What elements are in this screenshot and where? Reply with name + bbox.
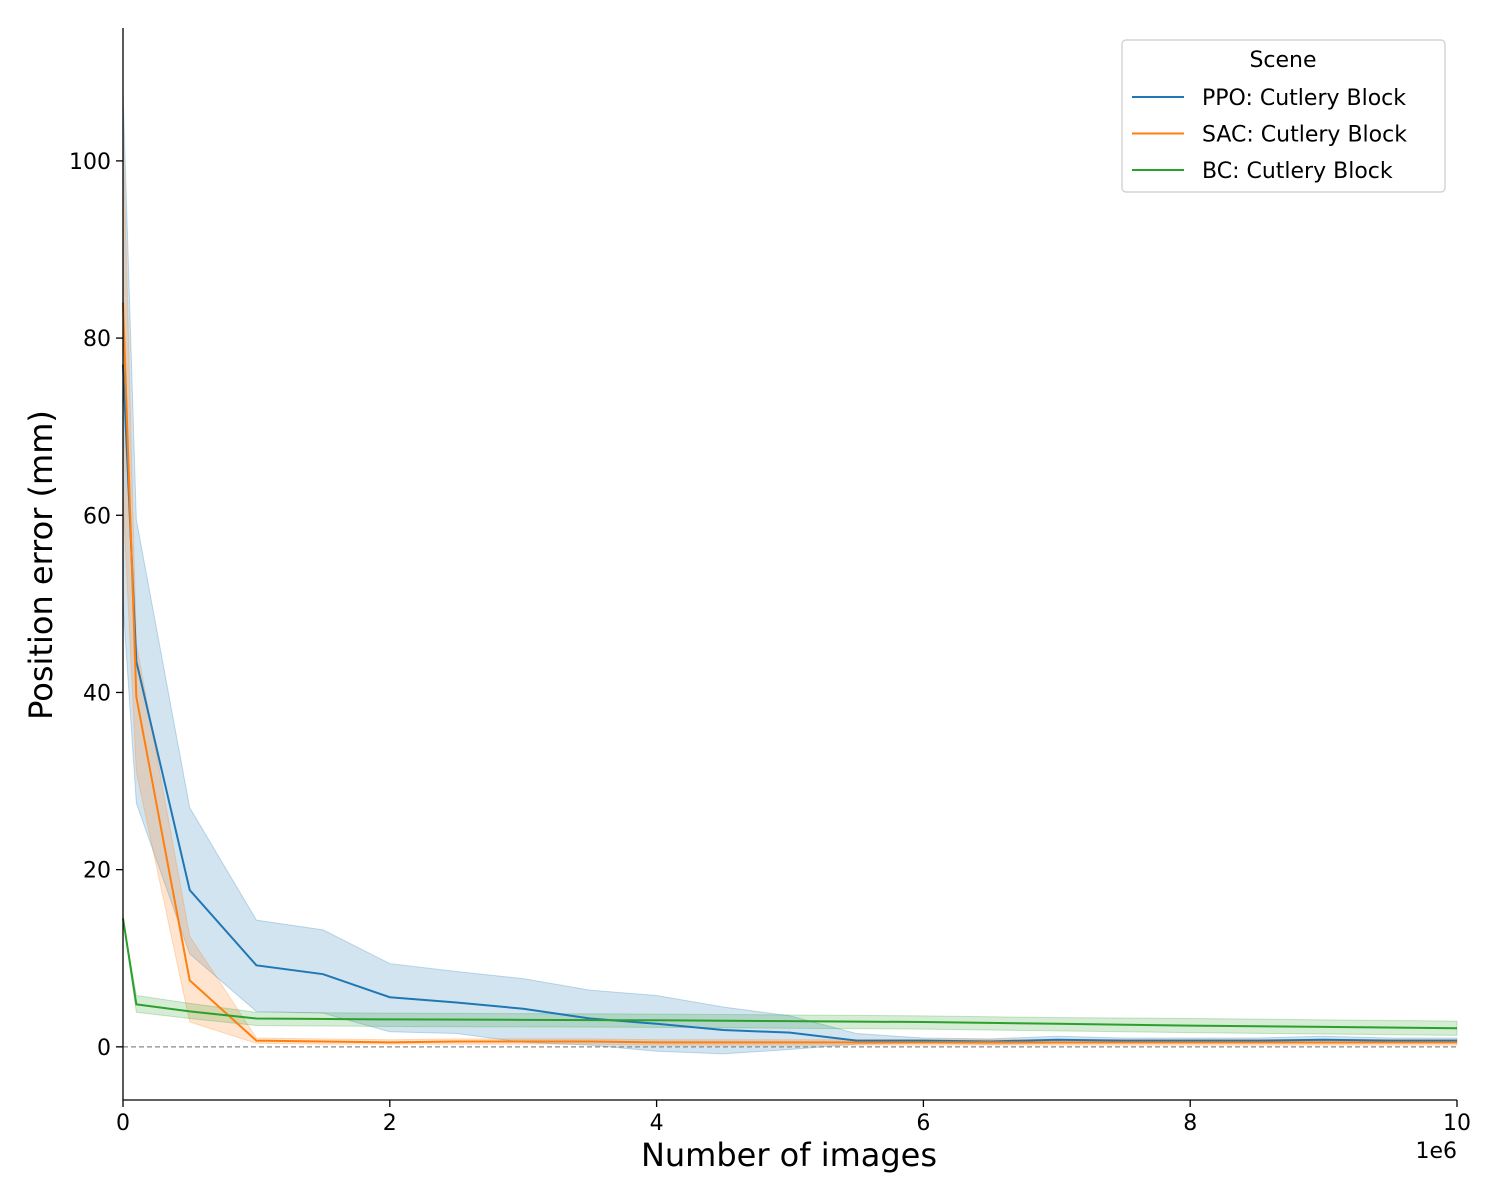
x-tick-label: 0	[116, 1111, 130, 1136]
y-tick-label: 20	[83, 859, 111, 884]
legend: Scene PPO: Cutlery Block SAC: Cutlery Blo…	[1121, 39, 1446, 193]
y-tick-label: 0	[97, 1036, 111, 1061]
x-tick-label: 10	[1443, 1111, 1471, 1136]
y-tick-label: 100	[69, 150, 111, 175]
legend-label-sac: SAC: Cutlery Block	[1202, 123, 1407, 148]
sac-confidence-band	[122, 125, 1458, 1046]
sac-series-line	[122, 302, 1457, 1044]
x-tick-label: 6	[916, 1111, 930, 1136]
series-lines	[122, 302, 1458, 1044]
legend-frame	[1121, 39, 1446, 193]
y-axis-ticks: 0 20 40 60 80 100	[69, 150, 123, 1061]
y-tick-label: 60	[83, 504, 111, 529]
y-tick-label: 40	[83, 681, 111, 706]
legend-label-ppo: PPO: Cutlery Block	[1202, 86, 1406, 111]
x-axis-title: Number of images	[641, 1136, 937, 1174]
x-tick-label: 8	[1183, 1111, 1197, 1136]
x-tick-label: 4	[650, 1111, 664, 1136]
x-axis-offset-label: 1e6	[1415, 1139, 1457, 1164]
legend-label-bc: BC: Cutlery Block	[1202, 159, 1393, 184]
legend-items: PPO: Cutlery Block SAC: Cutlery Block BC: …	[1132, 86, 1407, 184]
legend-title: Scene	[1249, 48, 1316, 73]
y-axis-title: Position error (mm)	[22, 410, 60, 720]
bc-series-line	[122, 918, 1458, 1030]
y-tick-label: 80	[83, 327, 111, 352]
confidence-bands	[122, 90, 1458, 1055]
ppo-series-line	[122, 364, 1457, 1043]
x-tick-label: 2	[383, 1111, 397, 1136]
x-axis-ticks: 0 2 4 6 8 10	[116, 1100, 1471, 1136]
ppo-confidence-band	[122, 90, 1458, 1055]
